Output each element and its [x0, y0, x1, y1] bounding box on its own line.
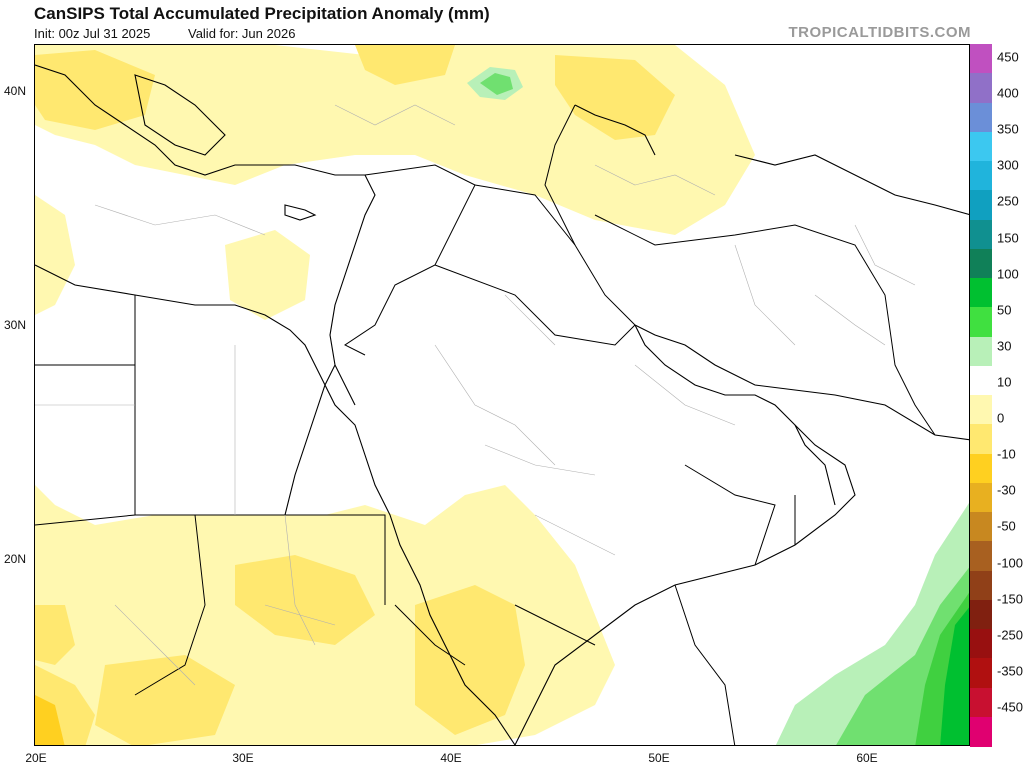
colorbar-swatch	[970, 190, 992, 220]
colorbar-swatch	[970, 716, 992, 747]
colorbar-label: -50	[997, 518, 1016, 534]
colorbar-swatch	[970, 570, 992, 601]
lat-tick-30n: 30N	[4, 318, 27, 332]
colorbar-swatch	[970, 599, 992, 630]
wet-anomaly-shading	[467, 67, 969, 745]
brand-watermark[interactable]: TROPICALTIDBITS.COM	[788, 24, 971, 41]
colorbar-swatch	[970, 161, 992, 191]
colorbar-swatch	[970, 73, 992, 103]
colorbar-swatch	[970, 44, 992, 74]
colorbar-swatch	[970, 336, 992, 367]
colorbar-swatch	[970, 131, 992, 162]
init-time: Init: 00z Jul 31 2025	[34, 26, 151, 41]
colorbar-swatch	[970, 424, 992, 454]
colorbar-label: 100	[997, 266, 1019, 282]
lon-tick-60e: 60E	[856, 751, 878, 765]
colorbar-label: 400	[997, 85, 1019, 101]
colorbar-swatch	[970, 365, 992, 396]
coastlines	[35, 64, 969, 745]
colorbar-label: 150	[997, 230, 1019, 246]
lon-tick-40e: 40E	[440, 751, 462, 765]
colorbar-label: 30	[997, 338, 1012, 354]
colorbar-swatch	[970, 658, 992, 688]
colorbar-label: -150	[997, 591, 1024, 607]
map-subtitle: Init: 00z Jul 31 2025 Valid for: Jun 202…	[34, 26, 295, 41]
colorbar-label: -30	[997, 482, 1016, 498]
colorbar-label: -10	[997, 446, 1016, 462]
valid-time: Valid for: Jun 2026	[187, 26, 296, 41]
colorbar-swatch	[970, 512, 992, 542]
lat-tick-20n: 20N	[4, 552, 27, 566]
colorbar-swatch	[970, 248, 992, 279]
colorbar-label: 250	[997, 193, 1019, 209]
colorbar-label: 300	[997, 157, 1019, 173]
lon-tick-30e: 30E	[232, 751, 254, 765]
colorbar-label: 0	[997, 410, 1005, 426]
lat-tick-40n: 40N	[4, 84, 27, 98]
colorbar-label: -250	[997, 627, 1024, 643]
precipitation-anomaly-map	[34, 44, 970, 746]
colorbar-label: -350	[997, 663, 1024, 679]
colorbar-label: 450	[997, 49, 1019, 65]
colorbar-label: 350	[997, 121, 1019, 137]
colorbar-swatch	[970, 307, 992, 337]
colorbar-swatch	[970, 482, 992, 513]
map-canvas	[35, 45, 969, 745]
colorbar-label: -100	[997, 555, 1024, 571]
admin-borders	[35, 104, 916, 686]
colorbar-label: 10	[997, 374, 1012, 390]
colorbar-swatch	[970, 278, 992, 308]
colorbar-label: 50	[997, 302, 1012, 318]
country-borders	[35, 104, 936, 745]
colorbar-swatch	[970, 541, 992, 571]
moderate-dry-shading	[35, 45, 675, 745]
colorbar-label: -450	[997, 699, 1024, 715]
lon-tick-50e: 50E	[648, 751, 670, 765]
colorbar-swatch	[970, 395, 992, 425]
colorbar-swatch	[970, 219, 992, 250]
colorbar-swatch	[970, 453, 992, 484]
map-title: CanSIPS Total Accumulated Precipitation …	[34, 4, 490, 23]
colorbar-swatch	[970, 687, 992, 718]
colorbar	[970, 44, 992, 747]
colorbar-swatch	[970, 102, 992, 133]
lon-tick-20e: 20E	[25, 751, 47, 765]
colorbar-swatch	[970, 629, 992, 659]
strong-dry-shading	[35, 695, 65, 745]
